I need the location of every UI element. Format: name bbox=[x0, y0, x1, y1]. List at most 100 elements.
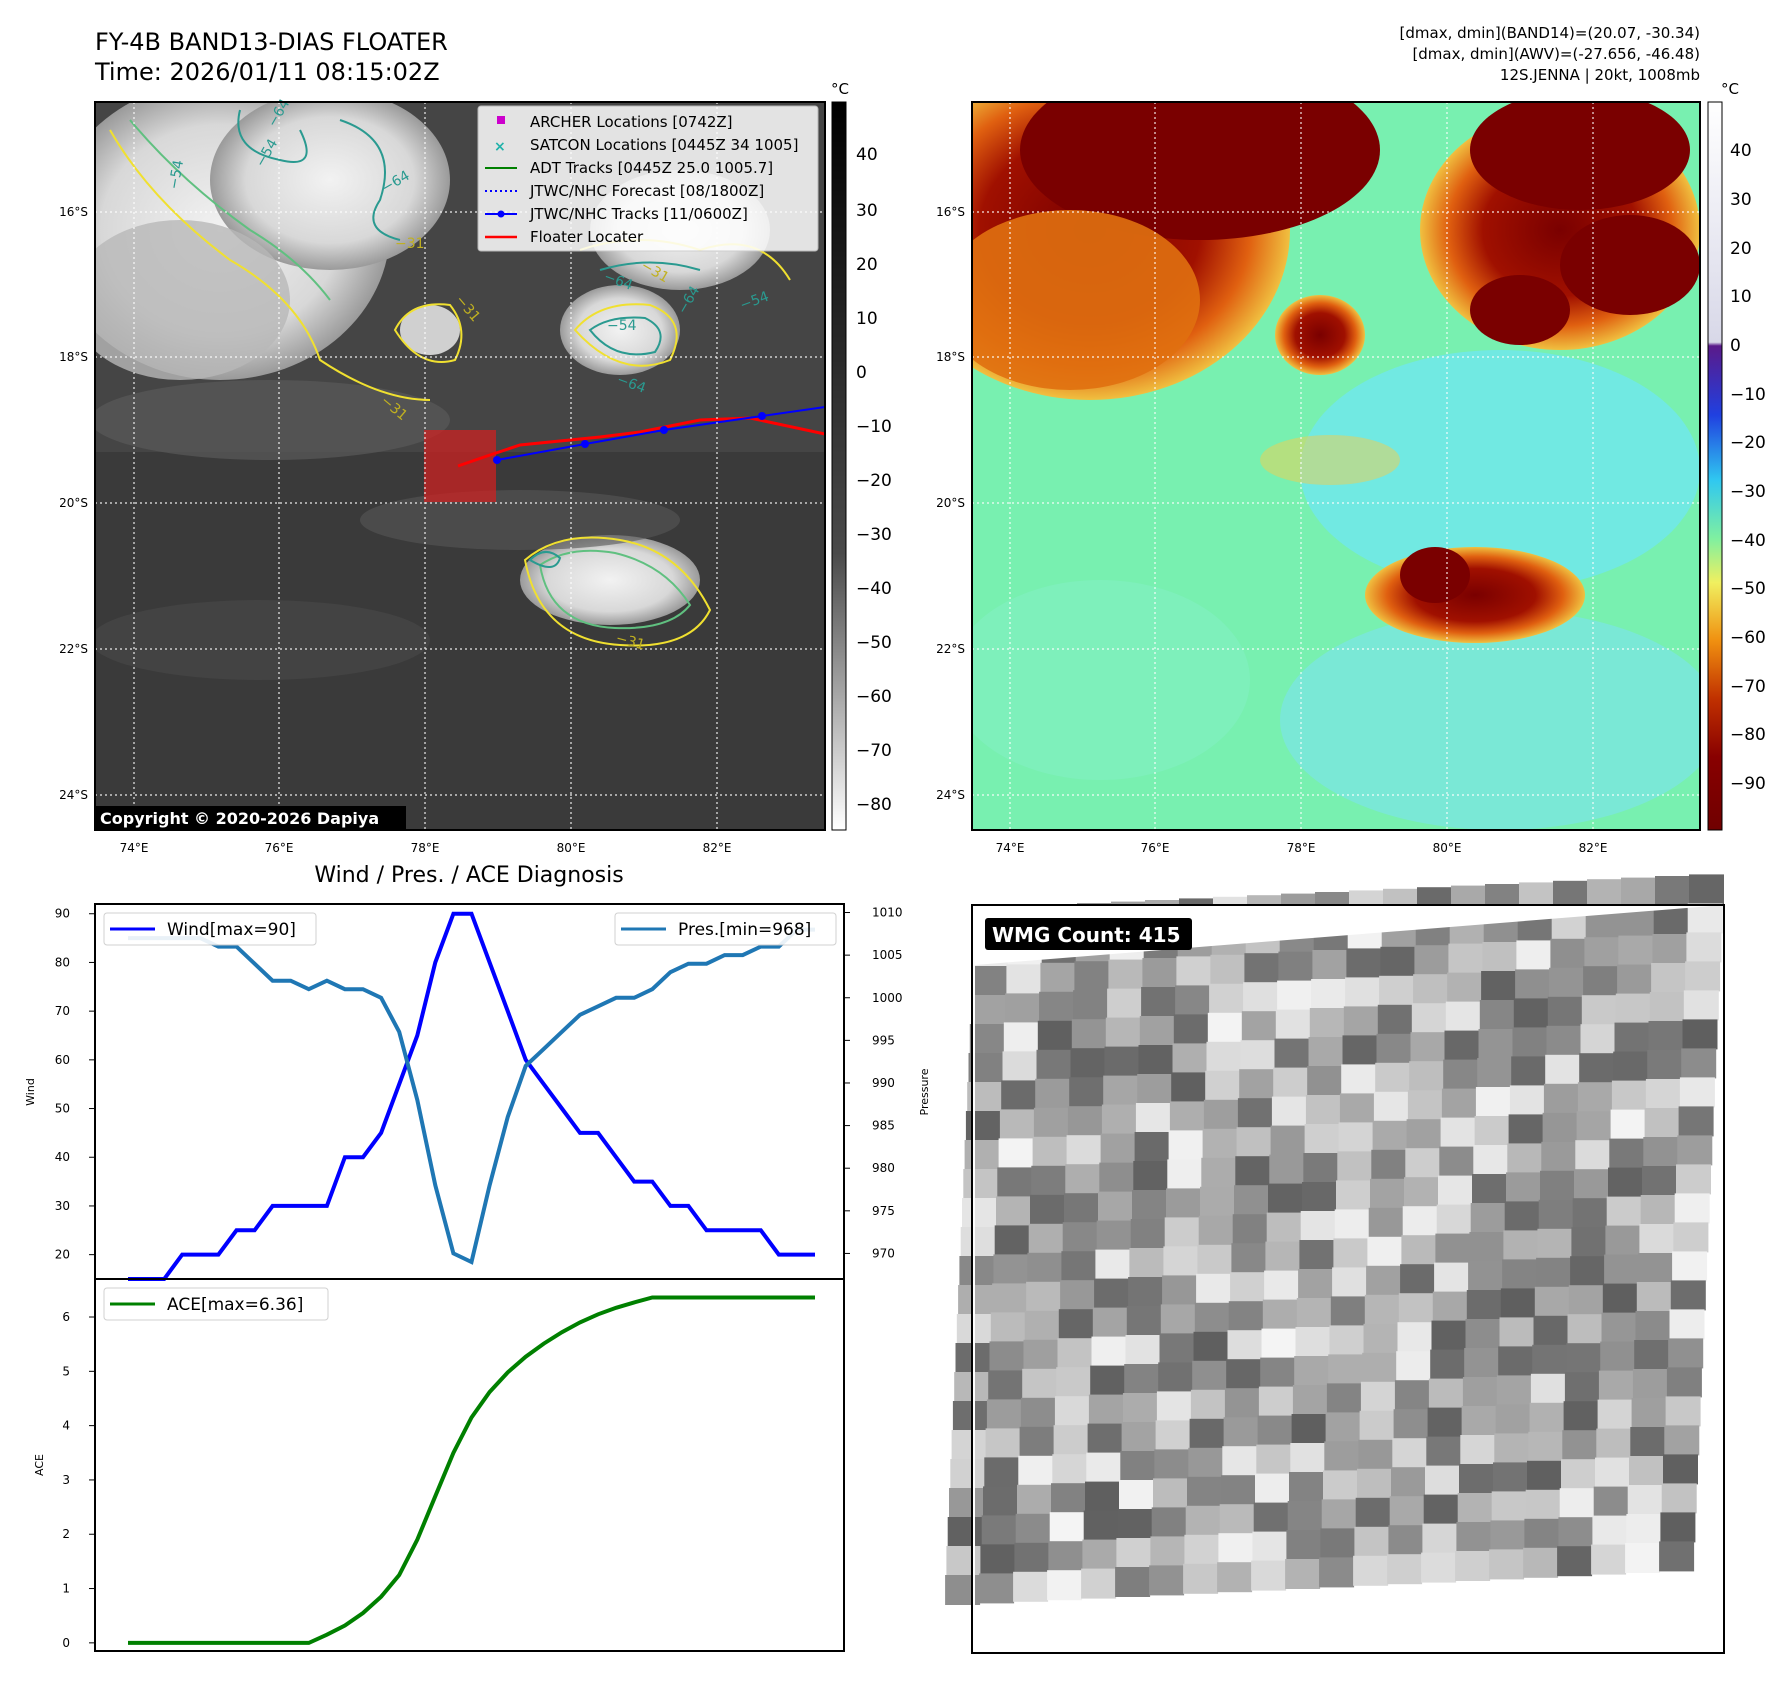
wmg-pixel bbox=[1285, 1559, 1321, 1589]
wmg-pixel bbox=[1457, 1493, 1493, 1523]
wmg-pixel bbox=[1266, 1212, 1302, 1243]
wmg-pixel bbox=[1030, 1194, 1065, 1225]
wmg-pixel bbox=[1461, 1406, 1497, 1436]
wmg-pixel bbox=[1158, 1362, 1194, 1393]
wmg-pixel bbox=[1499, 1317, 1535, 1348]
wmg-pixel bbox=[1162, 1275, 1198, 1306]
wmg-pixel bbox=[1604, 1254, 1640, 1285]
wv-lat-tick: 16°S bbox=[936, 205, 965, 219]
wv-lat-tick: 22°S bbox=[936, 642, 965, 656]
wmg-pixel bbox=[1326, 1383, 1362, 1414]
wmg-pixel bbox=[1598, 1370, 1634, 1401]
wmg-pixel bbox=[1107, 988, 1143, 1019]
wmg-pixel bbox=[959, 1256, 995, 1286]
wmg-pixel bbox=[1321, 1499, 1357, 1530]
wmg-pixel bbox=[1670, 1280, 1706, 1311]
wmg-pixel bbox=[1218, 1533, 1254, 1564]
wmg-pixel bbox=[1464, 1348, 1500, 1378]
pressure-legend: Pres.[min=968] bbox=[614, 912, 837, 946]
wmg-pixel bbox=[999, 1109, 1035, 1140]
wmg-pixel bbox=[1512, 1027, 1548, 1058]
wmg-pixel bbox=[1275, 1009, 1311, 1040]
wmg-pixel bbox=[1175, 985, 1211, 1016]
wmg-pixel bbox=[1576, 1111, 1612, 1142]
wmg-pixel bbox=[1287, 1501, 1323, 1531]
wmg-pixel bbox=[980, 1544, 1016, 1575]
wmg-pixel bbox=[1090, 1365, 1126, 1396]
wmg-pixel bbox=[1618, 935, 1654, 966]
wmg-pixel bbox=[1085, 1481, 1120, 1512]
wv-lat-tick: 20°S bbox=[936, 496, 965, 510]
wmg-pixel bbox=[1171, 1072, 1207, 1103]
wmg-pixel bbox=[1425, 1465, 1460, 1496]
wmg-pixel bbox=[1343, 1006, 1379, 1037]
wmg-pixel bbox=[1035, 1078, 1071, 1109]
wmg-pixel bbox=[1547, 996, 1583, 1027]
wmg-pixel bbox=[1422, 1523, 1458, 1554]
wmg-pixel bbox=[1120, 1451, 1156, 1481]
wv-cbar-tick: −20 bbox=[1730, 433, 1766, 453]
wmg-pixel bbox=[1362, 1352, 1398, 1383]
wmg-pixel bbox=[1507, 1143, 1543, 1174]
wmg-pixel bbox=[1325, 1412, 1361, 1443]
ir-lon-tick: 78°E bbox=[411, 841, 440, 855]
wmg-pixel bbox=[1478, 1029, 1514, 1059]
info-band14: [dmax, dmin](BAND14)=(20.07, -30.34) bbox=[1400, 24, 1700, 42]
wmg-pixel bbox=[1502, 1259, 1538, 1290]
wmg-pixel bbox=[1217, 1562, 1253, 1593]
wmg-pixel bbox=[1655, 876, 1690, 906]
wmg-pixel bbox=[1391, 1467, 1426, 1498]
wv-lat-tick: 18°S bbox=[936, 350, 965, 364]
wmg-pixel bbox=[1477, 1058, 1513, 1088]
wmg-pixel bbox=[1243, 982, 1279, 1013]
wmg-pixel bbox=[1219, 1504, 1255, 1535]
wmg-pixel bbox=[1268, 1183, 1303, 1214]
wmg-pixel bbox=[1087, 1423, 1123, 1454]
wmg-pixel bbox=[1571, 1227, 1607, 1258]
wmg-pixel bbox=[1568, 1285, 1604, 1316]
wmg-pixel bbox=[1236, 1127, 1272, 1158]
wmg-pixel bbox=[1253, 1502, 1289, 1533]
wmg-pixel bbox=[1137, 1074, 1173, 1104]
wmg-pixel bbox=[1235, 1156, 1271, 1187]
wmg-pixel bbox=[1309, 1008, 1345, 1038]
wv-cbar-tick: 30 bbox=[1730, 190, 1752, 210]
wv-lat-tick: 24°S bbox=[936, 788, 965, 802]
wmg-pixel bbox=[1058, 1309, 1094, 1340]
wmg-pixel bbox=[1324, 1441, 1360, 1472]
wmg-pixel bbox=[1027, 1252, 1063, 1283]
wmg-pixel bbox=[1230, 1272, 1266, 1303]
wmg-pixel bbox=[1610, 1109, 1646, 1140]
wmg-pixel bbox=[1323, 1470, 1358, 1501]
pressure-tick-label: 970 bbox=[872, 1246, 895, 1260]
wmg-pixel bbox=[1580, 1024, 1616, 1055]
wmg-pixel bbox=[1676, 1164, 1711, 1195]
wmg-pixel bbox=[1070, 1048, 1106, 1079]
wmg-pixel bbox=[1271, 1096, 1307, 1127]
wmg-pixel bbox=[1537, 1228, 1573, 1259]
wmg-pixel bbox=[1265, 1241, 1301, 1272]
legend-jtwc-tracks: JTWC/NHC Tracks [11/0600Z] bbox=[529, 205, 748, 223]
wmg-pixel bbox=[1543, 1083, 1579, 1114]
wv-cbar-tick: −10 bbox=[1730, 385, 1766, 405]
wmg-pixel bbox=[1647, 1050, 1683, 1080]
wmg-pixel bbox=[1083, 1510, 1119, 1541]
wv-cbar-tick: 0 bbox=[1730, 336, 1741, 356]
wmg-pixel bbox=[1405, 1148, 1441, 1179]
wmg-pixel bbox=[1164, 1217, 1200, 1248]
legend-jtwc-forecast: JTWC/NHC Forecast [08/1800Z] bbox=[529, 182, 764, 200]
wmg-pixel bbox=[1091, 1336, 1127, 1367]
wmg-pixel bbox=[1528, 1431, 1564, 1462]
wmg-pixel bbox=[1129, 1248, 1165, 1278]
wmg-pixel bbox=[1407, 1090, 1443, 1121]
wmg-pixel bbox=[1130, 1219, 1166, 1249]
satcon-marker: × bbox=[494, 139, 506, 155]
wmg-pixel bbox=[1222, 1446, 1258, 1477]
wmg-pixel bbox=[1577, 1082, 1613, 1113]
wmg-pixel bbox=[1095, 1249, 1131, 1280]
wmg-pixel bbox=[1511, 1056, 1547, 1087]
wmg-pixel bbox=[986, 1399, 1022, 1430]
wmg-pixel bbox=[1017, 1484, 1052, 1515]
wmg-pixel bbox=[1377, 1004, 1413, 1035]
wmg-pixel bbox=[1678, 1106, 1714, 1137]
